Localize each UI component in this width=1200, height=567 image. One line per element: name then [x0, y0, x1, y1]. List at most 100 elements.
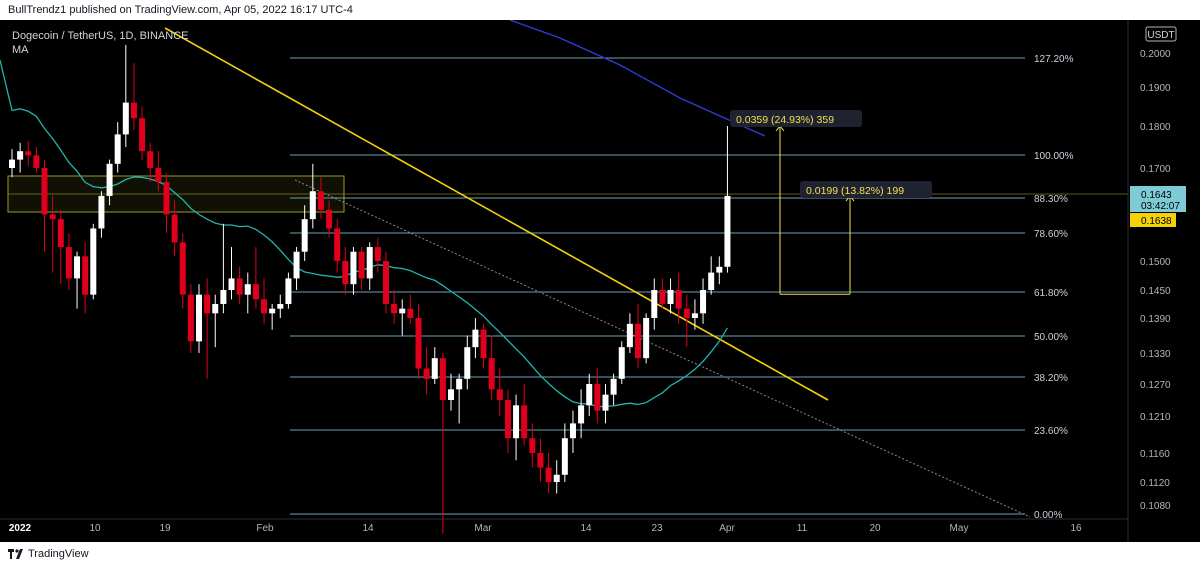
- y-tick-label: 0.1500: [1140, 257, 1171, 268]
- x-tick-label: Feb: [256, 523, 274, 534]
- candle-body: [187, 294, 194, 342]
- candle-body: [261, 299, 268, 314]
- candle-body: [163, 181, 170, 215]
- chart-area[interactable]: 127.20% 100.00% 88.30% 78.60% 61.80% 50.00% 38…: [0, 20, 1200, 542]
- candle-body: [139, 118, 146, 152]
- candle-body: [293, 251, 300, 279]
- fib-label: 78.60%: [1034, 229, 1068, 240]
- candle-body: [334, 228, 341, 261]
- ma-slow-line: [509, 20, 766, 137]
- candle-body: [114, 134, 121, 164]
- candle-body: [301, 219, 308, 252]
- fib-label: 50.00%: [1034, 332, 1068, 343]
- moving-averages: [0, 20, 766, 408]
- measure-label-bg: [730, 110, 862, 127]
- measure-tools: 0.0359 (24.93%) 359 0.0199 (13.82%) 199: [730, 110, 932, 295]
- candle-body: [25, 151, 32, 156]
- x-tick-label: Apr: [719, 523, 735, 534]
- candle-body: [220, 290, 227, 304]
- candle-body: [635, 323, 642, 359]
- price-chart[interactable]: 127.20%100.00%88.30%78.60%61.80%50.00%38…: [0, 20, 1200, 542]
- y-tick-label: 0.1160: [1140, 449, 1170, 460]
- candle-body: [496, 389, 503, 400]
- candle-body: [244, 284, 251, 295]
- footer: TradingView: [8, 544, 89, 564]
- axes: 0.2000 0.1900 0.1800 0.1700 0.1500 0.1450 0.13…: [0, 20, 1186, 542]
- candle-body: [171, 214, 178, 243]
- candle-body: [561, 438, 568, 475]
- candle-body: [106, 163, 113, 196]
- candle-body: [155, 168, 162, 182]
- fib-label: 23.60%: [1034, 426, 1068, 437]
- x-tick-label: 23: [651, 523, 663, 534]
- indicator-label: MA: [12, 44, 29, 56]
- candle-body: [691, 313, 698, 318]
- ma-price-label: 0.1638: [1141, 216, 1172, 227]
- x-tick-label: May: [950, 523, 969, 534]
- candle-body: [228, 278, 235, 290]
- candle-body: [513, 405, 520, 439]
- candle-body: [269, 308, 276, 314]
- candle-body: [488, 358, 495, 390]
- candle-body: [57, 219, 64, 248]
- candle-body: [391, 304, 398, 314]
- x-tick-label: 16: [1070, 523, 1082, 534]
- candle-body: [130, 102, 137, 119]
- candle-body: [651, 290, 658, 318]
- y-tick-label: 0.1210: [1140, 412, 1171, 423]
- tradingview-logo-icon: [8, 549, 23, 559]
- candle-body: [212, 304, 219, 314]
- candle-body: [374, 247, 381, 261]
- fib-label: 100.00%: [1034, 151, 1074, 162]
- candle-body: [545, 467, 552, 482]
- candle-body: [147, 151, 154, 168]
- candle-body: [407, 308, 414, 318]
- candle-body: [602, 394, 609, 411]
- candle-body: [49, 214, 56, 220]
- last-price-box: [1130, 186, 1186, 212]
- candle-body: [358, 251, 365, 279]
- candle-body: [456, 378, 463, 390]
- candle-body: [98, 195, 105, 229]
- candle-body: [285, 278, 292, 304]
- measure-label: 0.0199 (13.82%) 199: [806, 185, 904, 197]
- candle-body: [439, 358, 446, 400]
- fib-label: 0.00%: [1034, 510, 1062, 521]
- y-tick-label: 0.1450: [1140, 286, 1171, 297]
- y-tick-label: 0.1080: [1140, 501, 1171, 512]
- candle-body: [252, 284, 259, 300]
- candle-body: [683, 308, 690, 318]
- candle-body: [74, 256, 81, 279]
- candle-body: [578, 405, 585, 424]
- candle-body: [626, 323, 633, 348]
- fib-label: 88.30%: [1034, 194, 1068, 205]
- x-tick-label: 20: [869, 523, 881, 534]
- candle-body: [179, 242, 186, 295]
- measure-label-bg: [800, 181, 932, 198]
- publisher-line: BullTrendz1 published on TradingView.com…: [8, 4, 353, 16]
- y-tick-label: 0.1800: [1140, 122, 1171, 133]
- candle-body: [309, 191, 316, 220]
- dotted-trendline: [294, 179, 1031, 518]
- candle-body: [700, 290, 707, 314]
- candle-body: [521, 405, 528, 439]
- y-tick-label: 0.1390: [1140, 314, 1171, 325]
- candle-body: [82, 256, 89, 295]
- trendline: [164, 27, 829, 401]
- candle-body: [17, 151, 24, 160]
- candle-body: [472, 329, 479, 348]
- fib-levels: 127.20% 100.00% 88.30% 78.60% 61.80% 50.00% 38…: [7, 54, 1128, 521]
- candle-body: [326, 209, 333, 229]
- x-tick-label: 14: [580, 523, 592, 534]
- candle-body: [382, 261, 389, 304]
- candle-body: [33, 155, 40, 168]
- candle-body: [464, 347, 471, 379]
- candle-body: [675, 290, 682, 309]
- candle-body: [716, 266, 723, 273]
- x-tick-label: 2022: [9, 523, 32, 534]
- fib-label: 61.80%: [1034, 288, 1068, 299]
- candles: [9, 44, 731, 534]
- y-tick-label: 0.1270: [1140, 380, 1171, 391]
- candle-body: [708, 272, 715, 290]
- candle-body: [195, 294, 202, 342]
